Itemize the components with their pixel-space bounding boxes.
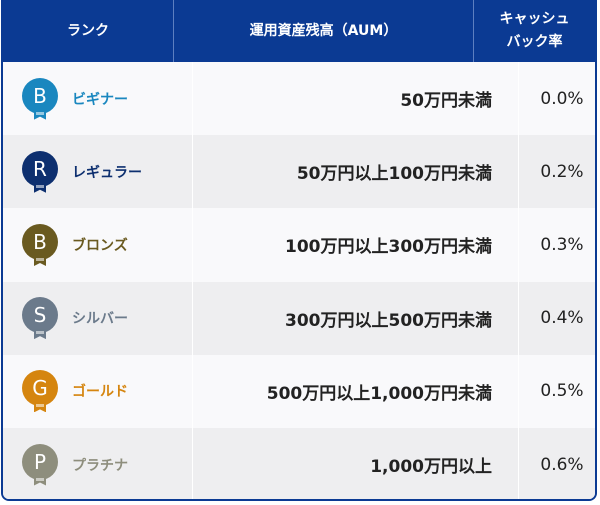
cashback-rate-cell: 0.2% xyxy=(540,161,584,182)
aum-cell: 1,000万円以上 xyxy=(193,427,519,499)
header-rank: ランク xyxy=(3,0,174,62)
rank-cell: G ゴールド xyxy=(3,354,193,428)
rank-medal-icon: G xyxy=(22,370,58,413)
header-aum: 運用資産残高（AUM） xyxy=(174,0,474,62)
table-row: B ビギナー 50万円未満 0.0% xyxy=(3,62,595,136)
rank-name: レギュラー xyxy=(72,164,142,181)
rank-name: ゴールド xyxy=(72,384,128,401)
rank-cell: B ブロンズ xyxy=(3,208,193,282)
rank-medal-icon: B xyxy=(22,223,58,266)
ribbon-icon xyxy=(34,475,46,486)
aum-cell: 50万円未満 xyxy=(193,62,519,136)
rank-name: ビギナー xyxy=(72,91,128,108)
table-row: G ゴールド 500万円以上1,000万円未満 0.5% xyxy=(3,354,595,428)
rank-letter: P xyxy=(33,449,47,474)
table-row: R レギュラー 50万円以上100万円未満 0.2% xyxy=(3,135,595,209)
header-cashback-line1: キャッシュ xyxy=(499,11,570,27)
ribbon-icon xyxy=(34,182,46,193)
rank-medal-icon: P xyxy=(22,443,58,486)
rank-medal-icon: R xyxy=(22,150,58,193)
cashback-rate-cell: 0.5% xyxy=(540,381,584,402)
rank-letter: S xyxy=(33,303,47,328)
rank-cell: R レギュラー xyxy=(3,135,193,209)
rank-letter: B xyxy=(33,83,47,108)
rank-medal-icon: B xyxy=(22,77,58,120)
ribbon-icon xyxy=(34,109,46,120)
rank-cell: S シルバー xyxy=(3,281,193,355)
aum-cell: 100万円以上300万円未満 xyxy=(193,208,519,282)
header-cashback: キャッシュ バック率 xyxy=(474,0,595,62)
rank-cell: B ビギナー xyxy=(3,62,193,136)
aum-cell: 300万円以上500万円未満 xyxy=(193,281,519,355)
rank-letter: B xyxy=(33,229,47,254)
table-header: ランク 運用資産残高（AUM） キャッシュバック率 xyxy=(3,0,595,62)
aum-cell: 500万円以上1,000万円未満 xyxy=(193,354,519,428)
cashback-rate-cell: 0.6% xyxy=(540,454,584,475)
rank-letter: G xyxy=(32,376,48,401)
table-body: B ビギナー 50万円未満 0.0% R レギュラー 50万円以上100万円未満… xyxy=(3,62,595,499)
ribbon-icon xyxy=(34,329,46,340)
rank-name: シルバー xyxy=(72,311,128,328)
cashback-rate-cell: 0.4% xyxy=(540,308,584,329)
header-cashback-line2: バック率 xyxy=(506,34,563,50)
cashback-rate-cell: 0.3% xyxy=(540,234,584,255)
ribbon-icon xyxy=(34,255,46,266)
cashback-rate-cell: 0.0% xyxy=(540,88,584,109)
aum-cell: 50万円以上100万円未満 xyxy=(193,135,519,209)
ribbon-icon xyxy=(34,402,46,413)
table-row: S シルバー 300万円以上500万円未満 0.4% xyxy=(3,281,595,355)
rank-medal-icon: S xyxy=(22,297,58,340)
rank-letter: R xyxy=(33,156,47,181)
rank-name: ブロンズ xyxy=(72,237,128,254)
rank-cell: P プラチナ xyxy=(3,427,193,499)
table-row: P プラチナ 1,000万円以上 0.6% xyxy=(3,427,595,499)
table-row: B ブロンズ 100万円以上300万円未満 0.3% xyxy=(3,208,595,282)
rank-name: プラチナ xyxy=(72,457,128,474)
